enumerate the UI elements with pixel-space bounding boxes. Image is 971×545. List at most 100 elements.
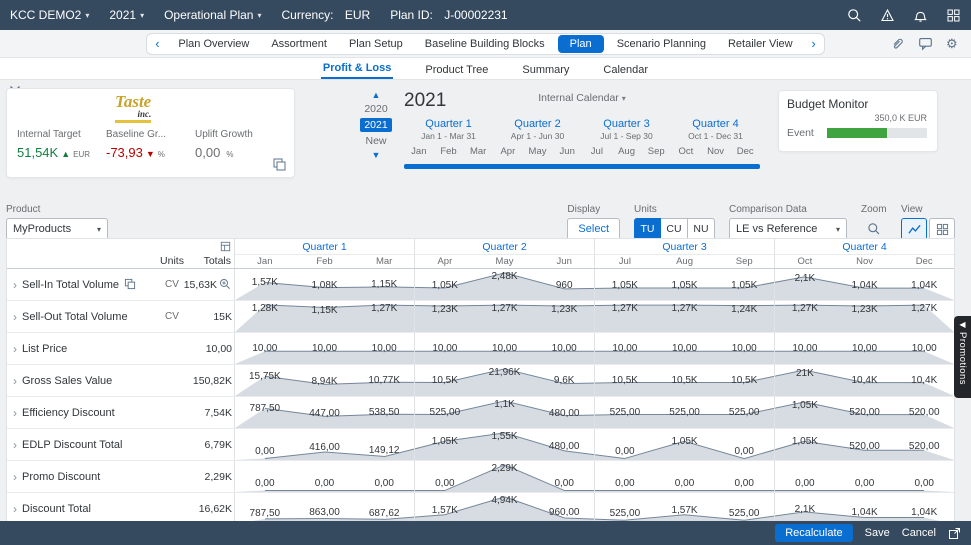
- month-cell[interactable]: 1,23K: [835, 301, 895, 332]
- month-cell[interactable]: 10,00: [475, 333, 535, 364]
- month-cell[interactable]: 0,00: [414, 461, 475, 492]
- nav-scroll-right-icon[interactable]: ›: [804, 34, 824, 54]
- month-cell[interactable]: 0,00: [295, 461, 355, 492]
- month-cell[interactable]: 10,00: [714, 333, 774, 364]
- comments-icon[interactable]: [918, 36, 933, 51]
- month-cell[interactable]: 687,62: [354, 493, 414, 521]
- timeline-quarter-2[interactable]: Quarter 2 Apr 1 - Jun 30: [510, 118, 565, 141]
- month-cell[interactable]: 2,29K: [475, 461, 535, 492]
- month-cell[interactable]: 21,96K: [475, 365, 535, 396]
- month-cell[interactable]: 0,00: [594, 429, 655, 460]
- month-cell[interactable]: 525,00: [714, 493, 774, 521]
- attachment-icon[interactable]: [890, 36, 905, 51]
- units-option-nu[interactable]: NU: [688, 218, 715, 240]
- display-select-button[interactable]: Select: [567, 218, 620, 240]
- nav-tab-baseline-building-blocks[interactable]: Baseline Building Blocks: [414, 34, 556, 54]
- month-cell[interactable]: 1,27K: [594, 301, 655, 332]
- recalculate-button[interactable]: Recalculate: [775, 524, 853, 542]
- column-settings-icon[interactable]: [220, 241, 231, 252]
- month-cell[interactable]: 1,23K: [414, 301, 475, 332]
- month-cell[interactable]: 1,05K: [714, 269, 774, 300]
- month-cell[interactable]: 787,50: [235, 493, 295, 521]
- nav-tab-assortment[interactable]: Assortment: [260, 34, 338, 54]
- month-cell[interactable]: 1,05K: [414, 269, 475, 300]
- month-cell[interactable]: 8,94K: [295, 365, 355, 396]
- nav-tab-plan-overview[interactable]: Plan Overview: [167, 34, 260, 54]
- month-cell[interactable]: 1,05K: [774, 429, 835, 460]
- table-row[interactable]: › Promo Discount 2,29K 0,00 0,00 0,00 0,00 2,29…: [7, 461, 954, 493]
- plan-type-menu[interactable]: Operational Plan ▾: [164, 8, 261, 22]
- subtab-summary[interactable]: Summary: [520, 61, 571, 79]
- expand-row-icon[interactable]: ›: [13, 373, 17, 388]
- month-cell[interactable]: 1,04K: [894, 493, 954, 521]
- month-cell[interactable]: 520,00: [894, 397, 954, 428]
- expand-row-icon[interactable]: ›: [13, 501, 17, 516]
- month-cell[interactable]: 1,55K: [475, 429, 535, 460]
- month-cell[interactable]: 1,57K: [235, 269, 295, 300]
- month-cell[interactable]: 1,23K: [534, 301, 594, 332]
- month-cell[interactable]: 520,00: [894, 429, 954, 460]
- table-row[interactable]: › List Price 10,00 10,00 10,00 10,00 10,00 10,0…: [7, 333, 954, 365]
- month-cell[interactable]: 1,28K: [235, 301, 295, 332]
- year-2020[interactable]: 2020: [364, 103, 388, 115]
- month-cell[interactable]: 1,57K: [414, 493, 475, 521]
- month-cell[interactable]: 10,5K: [414, 365, 475, 396]
- month-cell[interactable]: 10,00: [655, 333, 715, 364]
- quarter-4-header[interactable]: Quarter 4: [774, 239, 954, 254]
- zoom-icon[interactable]: [861, 218, 887, 240]
- nav-tab-plan[interactable]: Plan: [557, 34, 604, 53]
- month-cell[interactable]: 2,48K: [475, 269, 535, 300]
- open-new-window-icon[interactable]: [948, 527, 961, 540]
- notifications-icon[interactable]: [913, 8, 928, 23]
- month-cell[interactable]: 1,27K: [894, 301, 954, 332]
- comparison-select[interactable]: LE vs Reference ▾: [729, 218, 847, 240]
- month-cell[interactable]: 1,04K: [835, 269, 895, 300]
- month-cell[interactable]: 0,00: [594, 461, 655, 492]
- subtab-product-tree[interactable]: Product Tree: [423, 61, 490, 79]
- month-cell[interactable]: 1,57K: [655, 493, 715, 521]
- month-cell[interactable]: 10,77K: [354, 365, 414, 396]
- subtab-profit-loss[interactable]: Profit & Loss: [320, 59, 394, 79]
- month-cell[interactable]: 0,00: [714, 429, 774, 460]
- calendar-type-select[interactable]: Internal Calendar ▾: [538, 92, 626, 104]
- month-cell[interactable]: 0,00: [534, 461, 594, 492]
- month-cell[interactable]: 1,27K: [655, 301, 715, 332]
- expand-row-icon[interactable]: ›: [13, 437, 17, 452]
- month-cell[interactable]: 525,00: [594, 397, 655, 428]
- month-cell[interactable]: 10,00: [235, 333, 295, 364]
- month-cell[interactable]: 0,00: [655, 461, 715, 492]
- month-cell[interactable]: 863,00: [295, 493, 355, 521]
- month-cell[interactable]: 10,00: [354, 333, 414, 364]
- timeline-progress-bar[interactable]: [404, 164, 760, 169]
- month-cell[interactable]: 10,5K: [655, 365, 715, 396]
- month-cell[interactable]: 1,05K: [414, 429, 475, 460]
- month-cell[interactable]: 10,5K: [714, 365, 774, 396]
- month-cell[interactable]: 0,00: [714, 461, 774, 492]
- month-cell[interactable]: 1,1K: [475, 397, 535, 428]
- month-cell[interactable]: 10,4K: [835, 365, 895, 396]
- month-cell[interactable]: 520,00: [835, 429, 895, 460]
- year-down-icon[interactable]: ▼: [371, 150, 381, 160]
- quarter-1-header[interactable]: Quarter 1: [302, 241, 347, 253]
- chart-view-icon[interactable]: [901, 218, 927, 240]
- year-new[interactable]: New: [365, 135, 387, 147]
- alerts-icon[interactable]: [880, 8, 895, 23]
- quarter-3-header[interactable]: Quarter 3: [594, 239, 774, 254]
- expand-row-icon[interactable]: ›: [13, 277, 17, 292]
- timeline-quarter-4[interactable]: Quarter 4 Oct 1 - Dec 31: [688, 118, 743, 141]
- month-cell[interactable]: 480,00: [534, 429, 594, 460]
- product-select[interactable]: MyProducts ▾: [6, 218, 108, 240]
- month-cell[interactable]: 1,27K: [354, 301, 414, 332]
- month-cell[interactable]: 525,00: [594, 493, 655, 521]
- month-cell[interactable]: 0,00: [774, 461, 835, 492]
- month-cell[interactable]: 0,00: [235, 429, 295, 460]
- month-cell[interactable]: 480,00: [534, 397, 594, 428]
- expand-row-icon[interactable]: ›: [13, 469, 17, 484]
- month-cell[interactable]: 0,00: [235, 461, 295, 492]
- month-cell[interactable]: 960,00: [534, 493, 594, 521]
- product-switch-icon[interactable]: [946, 8, 961, 23]
- month-cell[interactable]: 787,50: [235, 397, 295, 428]
- month-cell[interactable]: 538,50: [354, 397, 414, 428]
- month-cell[interactable]: 10,00: [594, 333, 655, 364]
- nav-tab-scenario-planning[interactable]: Scenario Planning: [606, 34, 717, 54]
